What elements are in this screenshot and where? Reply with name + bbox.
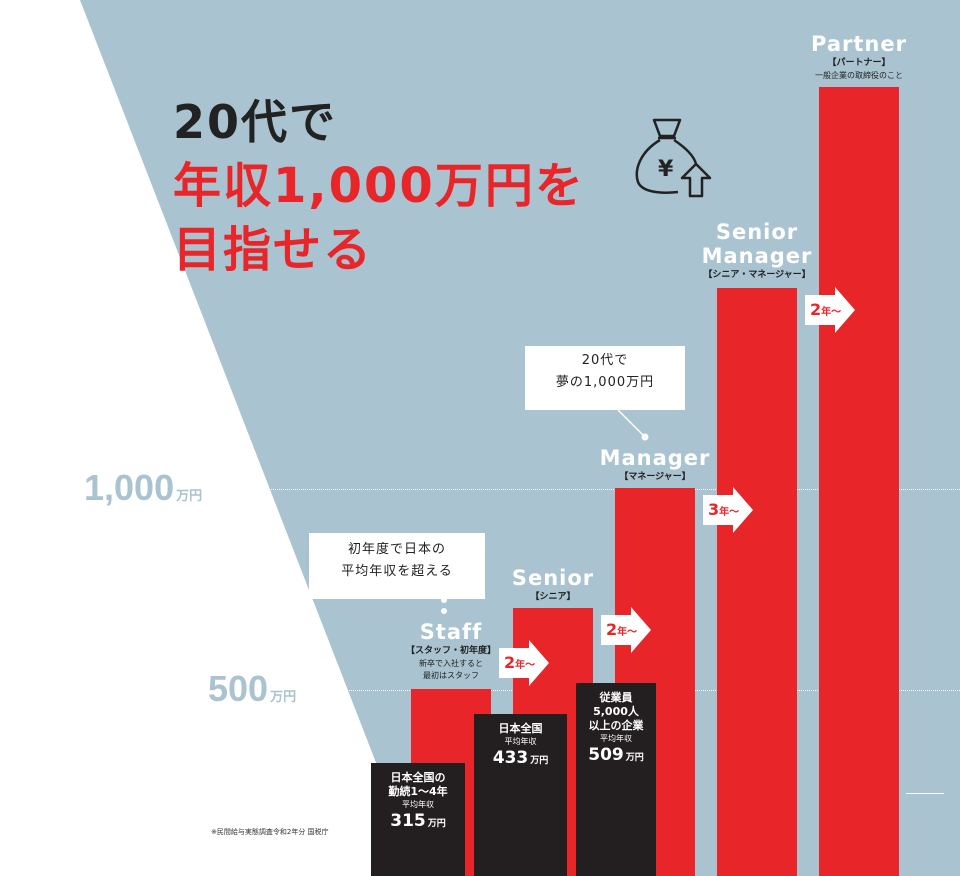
reference-line	[906, 793, 944, 794]
arrow-label-1: 2年～	[504, 653, 536, 672]
role-staff: Staff 【スタッフ・初年度】 新卒で入社すると 最初はスタッフ	[405, 620, 496, 680]
arrow-manager-senior-manager	[703, 487, 753, 533]
arrow-staff-senior	[499, 640, 549, 686]
money-bag-yen-icon: ¥	[635, 118, 712, 198]
y-tick-1000: 1,000 万円	[84, 467, 203, 508]
footnote: ※民間給与実態調査令和2年分 国税庁	[211, 828, 329, 836]
role-senior: Senior 【シニア】	[511, 566, 595, 602]
bar-partner	[819, 87, 899, 876]
role-senior-manager: Senior Manager 【シニア・マネージャー】	[701, 220, 813, 280]
bar-senior-manager	[717, 288, 797, 876]
callout-first-year: 初年度で日本の 平均年収を超える	[309, 533, 485, 599]
benchmark-bar-2: 日本全国 平均年収 433 万円	[474, 714, 567, 876]
arrow-label-4: 2年～	[810, 300, 842, 319]
arrow-label-3: 3年～	[708, 500, 740, 519]
arrow-senior-manager	[601, 607, 651, 653]
role-manager: Manager 【マネージャー】	[599, 446, 711, 482]
headline-line1: 20代で	[173, 95, 338, 149]
callout-pointer-1b	[441, 608, 447, 614]
arrow-senior-manager-partner	[805, 287, 855, 333]
y-tick-500: 500 万円	[208, 668, 297, 709]
callout-pointer-1	[441, 597, 447, 603]
headline-line3: 目指せる	[173, 222, 374, 278]
callout-1000: 20代で 夢の1,000万円	[525, 346, 685, 410]
role-partner: Partner 【パートナー】 一般企業の取締役のこと	[811, 32, 907, 80]
headline-line2: 年収1,000万円を	[173, 158, 585, 214]
gridline-1000	[150, 489, 960, 490]
benchmark-bar-3: 従業員 5,000人 以上の企業 平均年収 509 万円	[576, 683, 656, 876]
callout-pointer-2	[617, 409, 649, 441]
benchmark-bar-1: 日本全国の 勤続1～4年 平均年収 315 万円	[371, 763, 465, 876]
arrow-label-2: 2年～	[606, 620, 638, 639]
svg-text:¥: ¥	[658, 157, 674, 182]
